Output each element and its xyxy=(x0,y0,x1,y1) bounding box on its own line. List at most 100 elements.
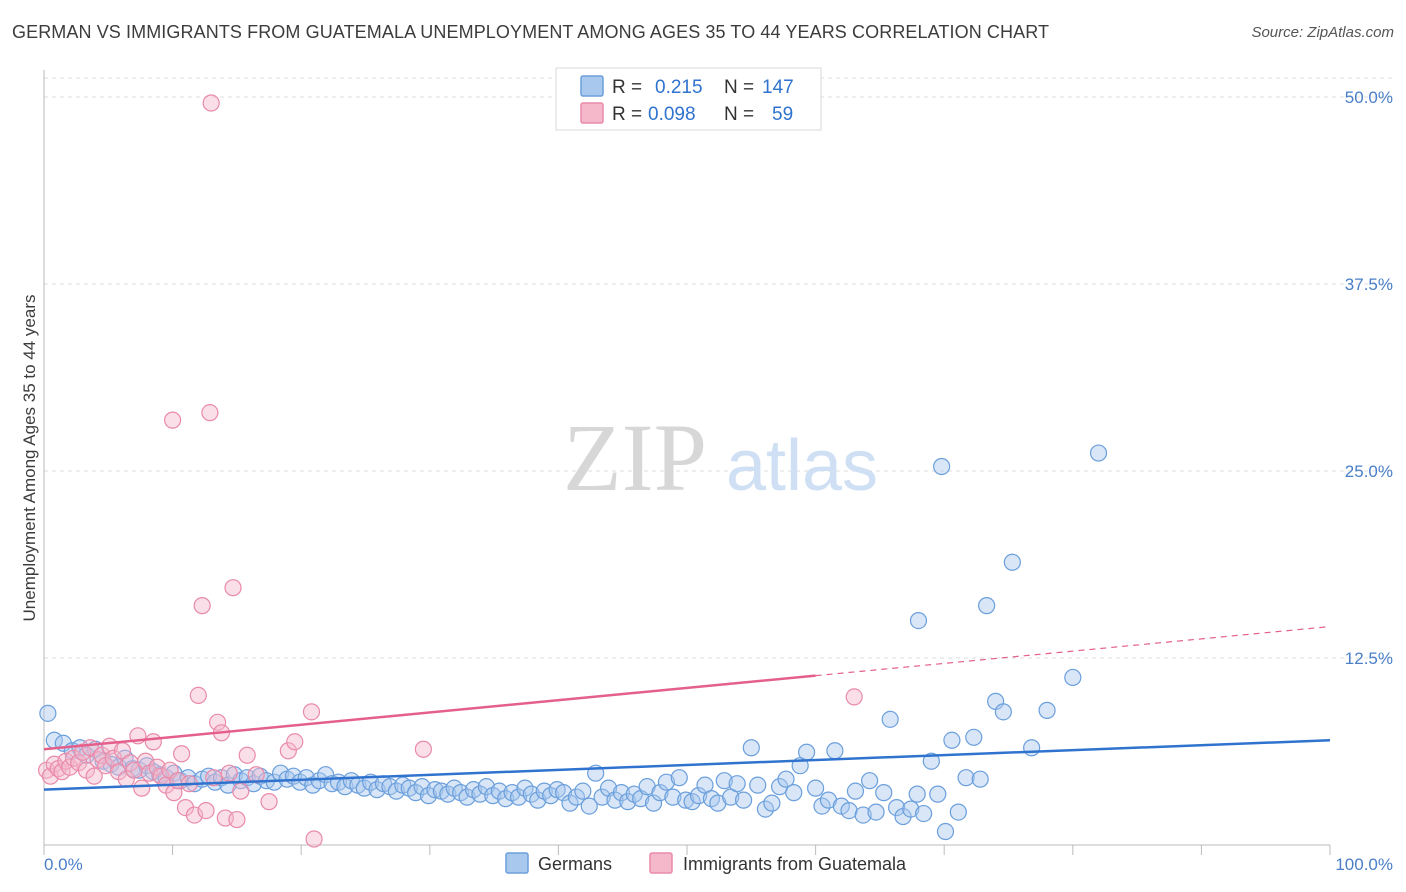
y-tick-label-1: 25.0% xyxy=(1345,462,1393,481)
guatemala-point-48 xyxy=(228,810,246,829)
germans-point-149 xyxy=(933,457,951,476)
legend-swatch-germans xyxy=(580,75,604,97)
germans-point-138 xyxy=(965,728,983,746)
series-legend-swatch-germans xyxy=(505,852,529,874)
germans-point-54 xyxy=(407,784,425,802)
germans-point-142 xyxy=(994,703,1012,721)
guatemala-point-46 xyxy=(220,764,238,782)
guatemala-point-52 xyxy=(260,793,278,811)
legend-r-value-germans: 0.215 xyxy=(655,77,703,98)
germans-trend-line xyxy=(43,739,1331,791)
y-axis-label: Unemployment Among Ages 35 to 44 years xyxy=(20,295,39,622)
germans-point-129 xyxy=(902,800,920,818)
legend-n-label-germans: N = xyxy=(724,77,754,98)
germans-point-83 xyxy=(593,788,611,806)
germans-point-19 xyxy=(179,769,197,787)
germans-point-86 xyxy=(612,784,631,802)
legend-r-value-guatemala: 0.098 xyxy=(648,104,696,125)
germans-point-116 xyxy=(813,797,831,815)
germans-point-98 xyxy=(689,787,708,805)
germans-point-126 xyxy=(881,710,899,728)
germans-point-134 xyxy=(936,822,955,841)
germans-point-68 xyxy=(497,790,515,808)
germans-point-147 xyxy=(1089,444,1108,462)
guatemala-point-54 xyxy=(286,733,304,751)
guatemala-point-47 xyxy=(224,579,242,597)
germans-point-108 xyxy=(756,800,775,818)
germans-point-143 xyxy=(1003,553,1021,571)
germans-point-77 xyxy=(554,784,573,802)
germans-point-75 xyxy=(542,787,560,805)
guatemala-trend-line-extension xyxy=(815,625,1331,677)
germans-point-132 xyxy=(922,752,940,770)
series-legend: Germans Immigrants from Guatemala xyxy=(505,852,907,874)
germans-point-114 xyxy=(797,743,816,761)
germans-point-56 xyxy=(419,787,438,805)
guatemala-point-12 xyxy=(85,767,103,785)
guatemala-point-53 xyxy=(279,742,297,760)
guatemala-point-6 xyxy=(61,758,79,776)
x-tick-label-max: 100.0% xyxy=(1335,855,1393,874)
germans-point-95 xyxy=(670,769,688,787)
germans-point-73 xyxy=(529,791,547,809)
stats-legend: R = 0.215 N = 147 R = 0.098 N = 59 xyxy=(555,67,822,131)
x-tick-labels: 0.0% 100.0% xyxy=(44,855,1393,874)
legend-r-label-guatemala: R = xyxy=(612,104,642,125)
germans-point-71 xyxy=(516,779,534,797)
germans-point-123 xyxy=(861,772,879,790)
germans-point-106 xyxy=(742,739,760,757)
germans-point-131 xyxy=(915,804,933,823)
germans-point-97 xyxy=(683,793,701,811)
germans-point-148 xyxy=(909,611,928,630)
legend-n-value-germans: 147 xyxy=(762,77,794,98)
germans-point-94 xyxy=(664,788,682,806)
germans-point-79 xyxy=(567,788,586,806)
x-tick-label-min: 0.0% xyxy=(44,855,83,874)
germans-point-59 xyxy=(439,785,457,803)
germans-point-0 xyxy=(39,704,57,722)
guatemala-point-43 xyxy=(209,713,227,731)
germans-point-55 xyxy=(413,778,431,796)
germans-point-124 xyxy=(867,803,885,821)
guatemala-point-42 xyxy=(205,769,223,787)
series-legend-label-guatemala: Immigrants from Guatemala xyxy=(683,854,907,874)
watermark-zip: ZIP xyxy=(563,404,707,511)
germans-point-137 xyxy=(957,769,975,787)
guatemala-point-28 xyxy=(148,758,166,776)
chart-source: Source: ZipAtlas.com xyxy=(1251,24,1394,41)
series-legend-label-germans: Germans xyxy=(538,854,612,874)
germans-point-72 xyxy=(522,785,540,803)
germans-point-65 xyxy=(477,778,495,796)
germans-point-115 xyxy=(806,779,825,797)
germans-point-112 xyxy=(785,784,803,802)
germans-point-121 xyxy=(846,782,865,800)
germans-point-122 xyxy=(854,806,872,824)
germans-point-96 xyxy=(677,791,695,809)
germans-point-127 xyxy=(888,798,906,817)
legend-n-label-guatemala: N = xyxy=(724,104,754,125)
series-legend-swatch-guatemala xyxy=(649,852,673,874)
germans-point-140 xyxy=(978,597,996,615)
germans-point-105 xyxy=(734,791,753,809)
legend-n-value-guatemala: 59 xyxy=(772,104,793,125)
germans-point-46 xyxy=(355,779,373,797)
germans-point-125 xyxy=(875,784,893,802)
y-tick-labels: 12.5% 25.0% 37.5% 50.0% xyxy=(1345,88,1393,668)
germans-point-139 xyxy=(971,770,989,788)
germans-point-145 xyxy=(1038,701,1056,719)
legend-r-label-germans: R = xyxy=(612,77,642,98)
guatemala-point-60 xyxy=(202,94,220,112)
germans-point-136 xyxy=(949,803,967,821)
chart-title: GERMAN VS IMMIGRANTS FROM GUATEMALA UNEM… xyxy=(12,22,1050,42)
guatemala-point-41 xyxy=(201,404,219,422)
series-guatemala-points xyxy=(37,94,863,848)
guatemala-point-27 xyxy=(144,733,162,751)
germans-point-80 xyxy=(574,782,592,800)
guatemala-point-38 xyxy=(189,686,207,705)
y-tick-label-0: 12.5% xyxy=(1345,649,1393,668)
germans-point-102 xyxy=(715,772,733,790)
guatemala-point-58 xyxy=(845,688,863,706)
germans-point-91 xyxy=(644,794,663,812)
germans-point-146 xyxy=(1064,668,1082,687)
